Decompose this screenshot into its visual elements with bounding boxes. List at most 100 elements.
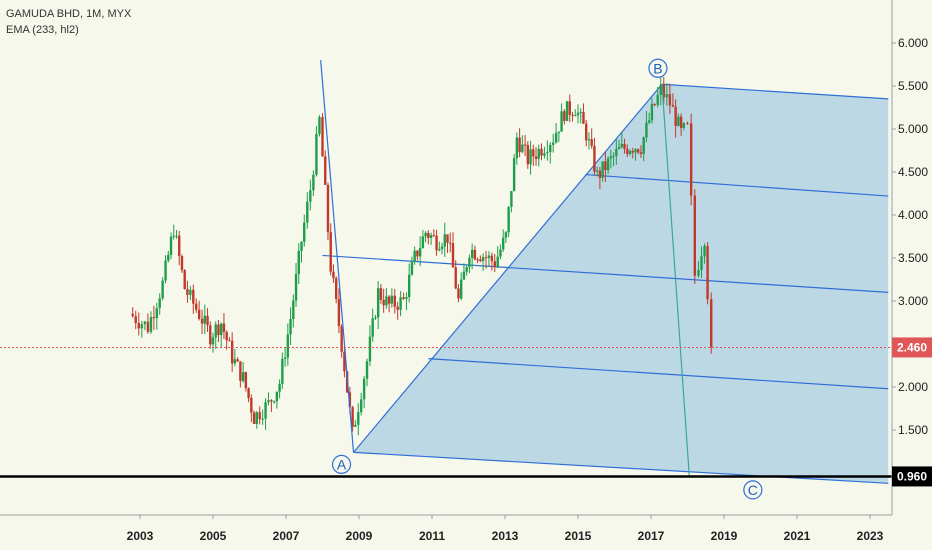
candle-body [432, 235, 436, 237]
candle-body [387, 296, 391, 304]
candle-body [554, 133, 558, 143]
candle-body [146, 321, 150, 332]
candles-group [131, 76, 713, 436]
candle-body [440, 246, 444, 250]
candle-body [565, 101, 569, 121]
candle-body [396, 306, 399, 310]
candle-body [451, 243, 455, 268]
y-tick-label: 4.000 [898, 208, 928, 222]
x-tick-label: 2019 [711, 529, 738, 543]
pivot-points-group: A B C [331, 58, 763, 500]
candle-body [557, 131, 561, 134]
candle-body [674, 106, 677, 126]
candle-body [343, 351, 346, 372]
candle-body [496, 256, 499, 267]
candle-body [186, 289, 189, 295]
pitchfork-line-ab [353, 83, 663, 453]
candle-body [645, 122, 648, 138]
y-tick-label: 5.000 [898, 122, 928, 136]
candle-body [677, 116, 680, 126]
candle-body [270, 400, 273, 402]
candle-body [631, 151, 634, 153]
candle-body [149, 317, 153, 332]
candle-body [294, 274, 298, 301]
candle-body [337, 299, 341, 327]
candle-body [424, 232, 427, 237]
candle-body [510, 191, 513, 207]
candle-body [393, 295, 396, 307]
candle-body [275, 391, 279, 402]
candle-body [407, 274, 411, 298]
candle-body [560, 111, 563, 132]
candle-body [438, 249, 441, 251]
candle-body [700, 256, 703, 270]
candle-body [281, 358, 284, 384]
x-tick-label: 2007 [273, 529, 300, 543]
candle-body [593, 145, 596, 172]
candle-body [504, 232, 508, 238]
candle-body [443, 234, 446, 247]
candle-body [427, 232, 430, 238]
candle-body [617, 146, 621, 149]
candle-body [476, 259, 479, 261]
price-tag-last-box [892, 337, 932, 358]
price-tag-last-label: 2.460 [897, 340, 927, 354]
candle-body [468, 257, 471, 268]
candle-body [283, 357, 287, 359]
candle-body [421, 236, 425, 248]
candle-body [490, 255, 494, 262]
candle-body [200, 318, 204, 324]
candle-body [582, 111, 585, 124]
pivot-point-c-label: C [748, 482, 758, 498]
candle-body [653, 104, 656, 106]
candle-body [604, 161, 607, 171]
candle-body [264, 402, 267, 419]
candle-body [247, 388, 250, 398]
candle-body [379, 288, 383, 300]
candle-body [169, 236, 173, 255]
candle-body [543, 153, 546, 156]
candle-body [501, 237, 505, 250]
candle-body [385, 296, 388, 306]
candle-body [534, 156, 538, 159]
candle-body [598, 170, 602, 178]
candle-body [300, 241, 303, 251]
candle-body [523, 144, 527, 146]
candle-body [143, 321, 147, 325]
candle-body [371, 318, 374, 337]
candle-body [526, 144, 530, 165]
candle-body [225, 331, 228, 341]
y-tick-label: 4.500 [898, 165, 928, 179]
candle-body [152, 317, 156, 319]
candle-body [222, 323, 226, 332]
candle-body [203, 315, 206, 324]
candle-body [175, 235, 178, 237]
candle-body [499, 249, 502, 257]
candle-body [220, 323, 223, 336]
candle-body [710, 299, 713, 348]
candle-body [390, 295, 394, 304]
candle-body [612, 155, 615, 157]
candle-body [462, 271, 466, 280]
candle-body [211, 337, 215, 345]
pivot-point-a-marker [331, 454, 352, 474]
candle-body [241, 372, 245, 381]
candle-body [689, 123, 693, 196]
candle-body [706, 245, 709, 300]
y-tick-label: 3.000 [898, 294, 928, 308]
candle-body [297, 250, 300, 275]
candle-body [217, 324, 220, 336]
candle-body [416, 250, 419, 257]
candle-body [585, 123, 588, 141]
candle-body [192, 289, 195, 304]
x-tick-label: 2009 [346, 529, 373, 543]
candle-body [309, 190, 312, 202]
candle-body [626, 148, 629, 154]
x-tick-label: 2005 [200, 529, 227, 543]
candle-body [568, 101, 571, 115]
candle-body [258, 412, 261, 420]
candle-body [334, 278, 338, 300]
candle-body [454, 267, 457, 289]
zigzag-group [320, 60, 690, 477]
